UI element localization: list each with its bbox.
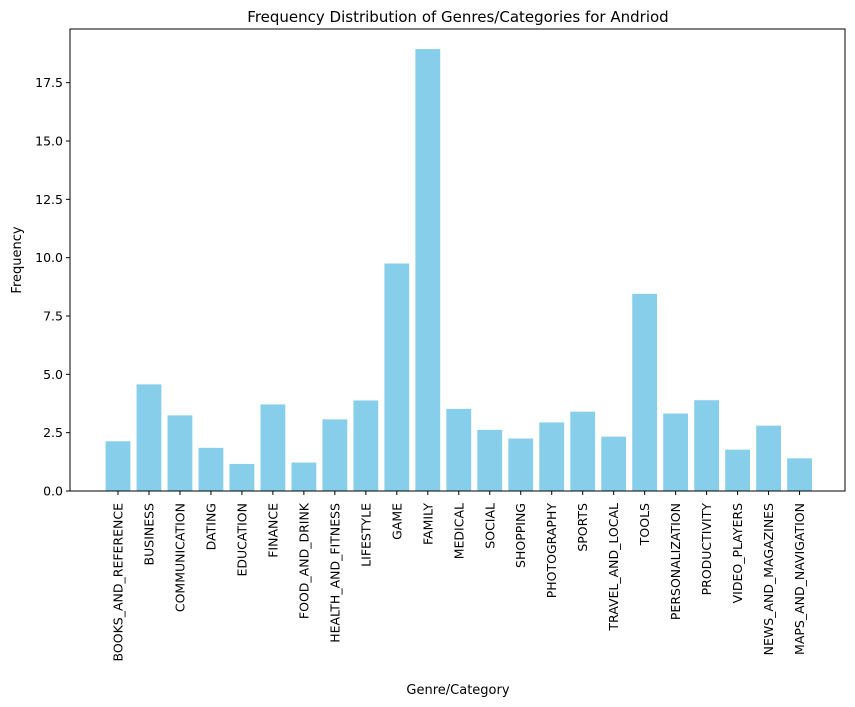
x-tick-label: EDUCATION xyxy=(234,503,249,577)
bar-health-and-fitness xyxy=(322,419,348,491)
bar-books-and-reference xyxy=(105,441,131,491)
x-tick-label: FOOD_AND_DRINK xyxy=(296,502,311,619)
y-tick-label: 7.5 xyxy=(43,309,63,324)
x-tick-label: PRODUCTIVITY xyxy=(699,503,714,596)
x-tick-label: FAMILY xyxy=(420,503,435,545)
x-tick-label: TOOLS xyxy=(637,503,652,546)
y-tick-label: 10.0 xyxy=(35,250,63,265)
bar-photography xyxy=(539,422,565,491)
x-axis-label: Genre/Category xyxy=(406,683,509,698)
x-tick-label: VIDEO_PLAYERS xyxy=(730,503,745,603)
x-tick-label: FINANCE xyxy=(265,503,280,558)
bar-personalization xyxy=(663,413,689,491)
bar-game xyxy=(384,263,410,491)
x-tick-label: COMMUNICATION xyxy=(172,503,187,612)
bar-communication xyxy=(167,415,193,491)
bar-shopping xyxy=(508,438,534,491)
bar-finance xyxy=(260,404,286,491)
x-tick-label: BUSINESS xyxy=(141,503,156,566)
x-tick-label: NEWS_AND_MAGAZINES xyxy=(761,503,776,655)
bar-lifestyle xyxy=(353,400,379,491)
bar-travel-and-local xyxy=(601,436,627,491)
x-tick-label: MAPS_AND_NAVIGATION xyxy=(792,503,807,655)
y-axis: 0.0 2.5 5.0 7.5 10.0 12.5 15.0 17.5 xyxy=(35,75,70,499)
x-axis: BOOKS_AND_REFERENCE BUSINESS COMMUNICATION… xyxy=(111,491,807,662)
x-tick-label: PERSONALIZATION xyxy=(668,503,683,620)
x-tick-label: DATING xyxy=(203,503,218,550)
y-tick-label: 5.0 xyxy=(43,367,63,382)
bar-sports xyxy=(570,411,596,491)
bars-group xyxy=(105,49,812,491)
y-axis-label: Frequency xyxy=(10,226,25,293)
x-tick-label: TRAVEL_AND_LOCAL xyxy=(606,503,621,632)
x-tick-label: SHOPPING xyxy=(513,503,528,568)
bar-dating xyxy=(198,447,224,491)
bar-productivity xyxy=(694,400,720,491)
y-tick-label: 0.0 xyxy=(43,484,63,499)
x-tick-label: BOOKS_AND_REFERENCE xyxy=(111,503,126,662)
bar-social xyxy=(477,429,503,491)
x-tick-label: HEALTH_AND_FITNESS xyxy=(327,503,342,643)
bar-business xyxy=(136,384,162,491)
x-tick-label: PHOTOGRAPHY xyxy=(544,503,559,599)
x-tick-label: GAME xyxy=(389,503,404,540)
bar-family xyxy=(415,49,441,491)
bar-medical xyxy=(446,408,472,491)
bar-tools xyxy=(632,293,658,491)
y-tick-label: 2.5 xyxy=(43,425,63,440)
bar-maps-and-navigation xyxy=(787,458,812,491)
x-tick-label: SPORTS xyxy=(575,503,590,552)
bar-food-and-drink xyxy=(291,462,317,491)
y-tick-label: 15.0 xyxy=(35,134,63,149)
y-tick-label: 17.5 xyxy=(35,75,63,90)
chart-title: Frequency Distribution of Genres/Categor… xyxy=(247,8,668,26)
plot-area-frame xyxy=(69,28,846,492)
x-tick-label: MEDICAL xyxy=(451,503,466,559)
bar-video-players xyxy=(725,449,750,491)
bar-news-and-magazines xyxy=(756,425,781,491)
x-tick-label: LIFESTYLE xyxy=(358,503,373,567)
y-tick-label: 12.5 xyxy=(35,192,63,207)
bar-education xyxy=(229,463,255,491)
x-tick-label: SOCIAL xyxy=(482,503,497,549)
